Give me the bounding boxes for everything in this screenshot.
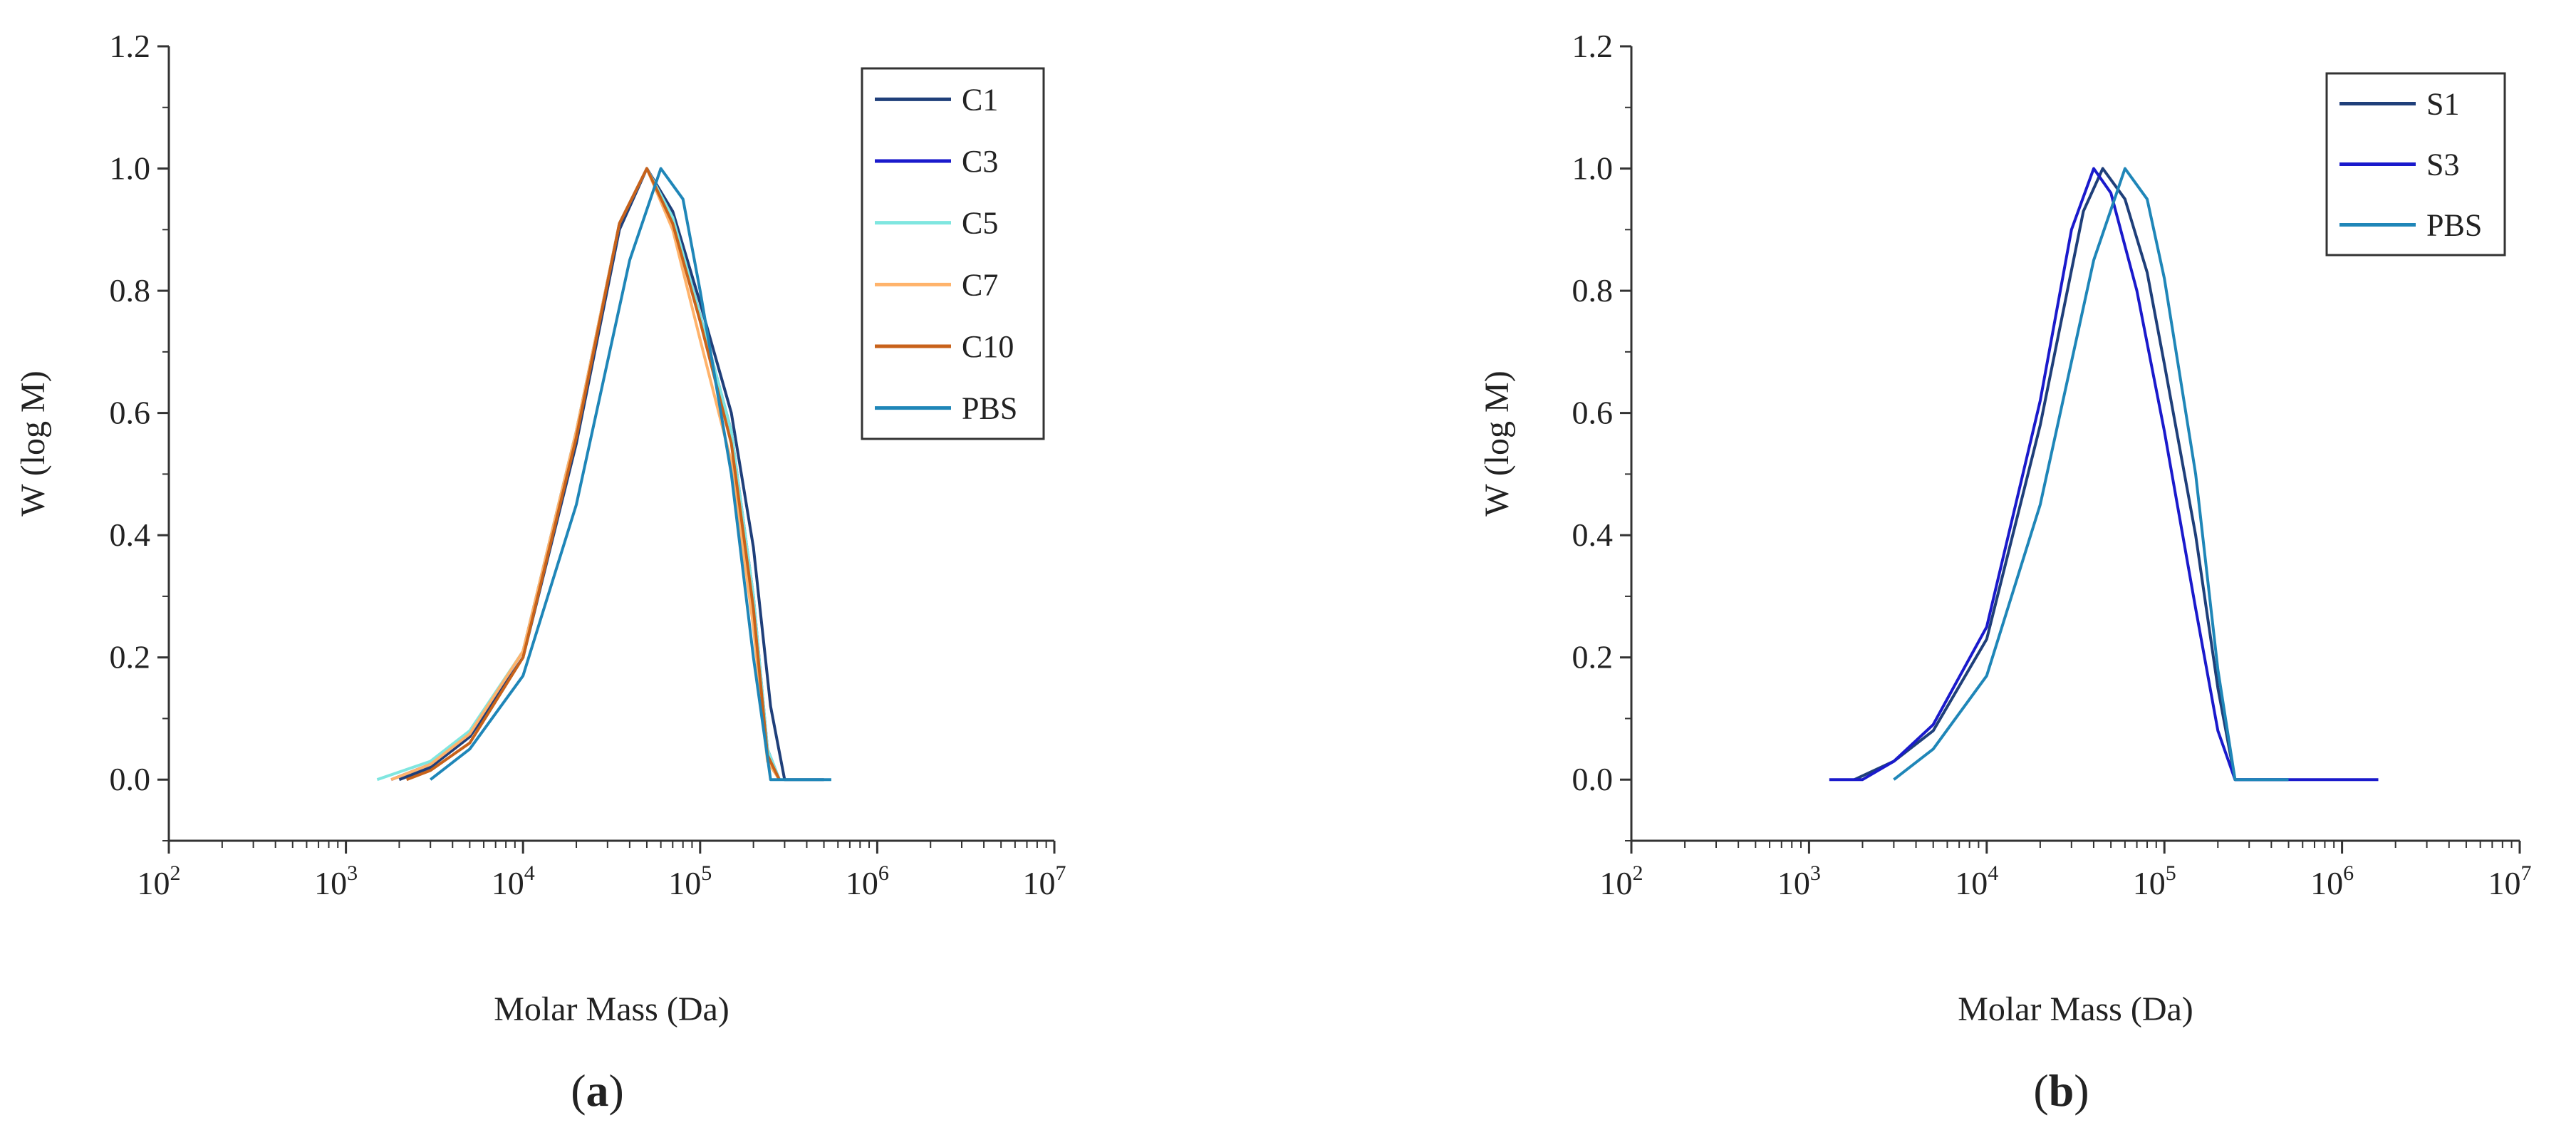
legend-box — [861, 67, 1045, 440]
series-line-c1 — [398, 167, 824, 782]
x-tick-exponent: 5 — [701, 861, 712, 885]
legend-label: S3 — [2426, 147, 2459, 182]
x-tick-label: 103 — [314, 861, 358, 901]
y-tick-label: 0.4 — [1572, 517, 1614, 553]
x-tick-base: 10 — [2133, 865, 2166, 901]
x-tick-exponent: 7 — [2521, 861, 2532, 885]
legend-label: C3 — [962, 144, 998, 179]
x-tick-exponent: 6 — [2343, 861, 2354, 885]
series-line-c3 — [390, 167, 781, 782]
x-tick-base: 10 — [846, 865, 878, 901]
legend-label: C10 — [962, 329, 1014, 364]
y-axis-title: W (log M) — [14, 370, 52, 516]
y-tick-label: 0.6 — [1572, 395, 1614, 431]
x-tick-exponent: 2 — [1633, 861, 1643, 885]
y-tick-label: 1.0 — [110, 150, 151, 187]
x-tick-label: 104 — [492, 861, 535, 901]
series-line-c5 — [376, 167, 781, 782]
legend-label: C5 — [962, 206, 998, 241]
x-axis-title: Molar Mass (Da) — [494, 990, 729, 1028]
y-tick-label: 0.6 — [110, 395, 151, 431]
x-tick-exponent: 4 — [1988, 861, 1998, 885]
x-tick-label: 106 — [846, 861, 889, 901]
y-tick-label: 1.2 — [1572, 28, 1614, 64]
panel-label: (b) — [2033, 1065, 2089, 1116]
y-tick-label: 0.8 — [110, 272, 151, 309]
x-tick-exponent: 5 — [2166, 861, 2176, 885]
x-tick-label: 104 — [1955, 861, 1998, 901]
x-tick-base: 10 — [668, 865, 701, 901]
x-tick-base: 10 — [137, 865, 170, 901]
x-tick-label: 102 — [1600, 861, 1643, 901]
y-tick-label: 1.2 — [110, 28, 151, 64]
x-tick-label: 107 — [1023, 861, 1066, 901]
x-tick-base: 10 — [1600, 865, 1633, 901]
panel-label-paren: ) — [2074, 1065, 2089, 1116]
series-line-s3 — [1829, 167, 2379, 782]
x-tick-label: 107 — [2488, 861, 2532, 901]
x-tick-label: 106 — [2310, 861, 2354, 901]
x-tick-exponent: 7 — [1056, 861, 1066, 885]
x-tick-label: 102 — [137, 861, 181, 901]
y-axis-title: W (log M) — [1478, 370, 1516, 516]
legend-label: S1 — [2426, 87, 2459, 122]
x-axis-title: Molar Mass (Da) — [1958, 990, 2193, 1028]
x-tick-label: 103 — [1777, 861, 1821, 901]
x-tick-exponent: 6 — [878, 861, 889, 885]
series-line-pbs — [429, 167, 831, 782]
x-tick-label: 105 — [668, 861, 712, 901]
panel-label-paren: ( — [571, 1065, 586, 1116]
y-tick-label: 0.0 — [1572, 761, 1614, 797]
y-tick-label: 0.4 — [110, 517, 151, 553]
x-tick-base: 10 — [2310, 865, 2343, 901]
panel-label-letter: b — [2049, 1065, 2074, 1116]
x-tick-base: 10 — [1777, 865, 1810, 901]
x-tick-base: 10 — [1955, 865, 1988, 901]
y-tick-label: 0.0 — [110, 761, 151, 797]
legend-label: C7 — [962, 267, 998, 302]
panel-label-paren: ( — [2033, 1065, 2048, 1116]
panel-label-letter: a — [586, 1065, 609, 1116]
series-line-s1 — [1854, 167, 2289, 782]
series-line-c10 — [405, 167, 781, 782]
x-tick-base: 10 — [314, 865, 347, 901]
y-tick-label: 0.8 — [1572, 272, 1614, 309]
y-tick-label: 0.2 — [110, 639, 151, 675]
y-tick-label: 0.2 — [1572, 639, 1614, 675]
panel-label-paren: ) — [609, 1065, 624, 1116]
x-tick-exponent: 4 — [524, 861, 535, 885]
x-tick-base: 10 — [492, 865, 524, 901]
x-tick-base: 10 — [2488, 865, 2521, 901]
series-line-pbs — [1893, 167, 2289, 782]
x-tick-exponent: 2 — [170, 861, 181, 885]
y-tick-label: 1.0 — [1572, 150, 1614, 187]
x-tick-base: 10 — [1023, 865, 1056, 901]
x-tick-exponent: 3 — [347, 861, 358, 885]
legend-label: PBS — [2426, 208, 2482, 243]
legend-label: PBS — [962, 391, 1017, 426]
legend-label: C1 — [962, 82, 998, 117]
x-tick-label: 105 — [2133, 861, 2176, 901]
series-line-c7 — [390, 167, 781, 782]
x-tick-exponent: 3 — [1810, 861, 1821, 885]
panel-label: (a) — [571, 1065, 624, 1116]
